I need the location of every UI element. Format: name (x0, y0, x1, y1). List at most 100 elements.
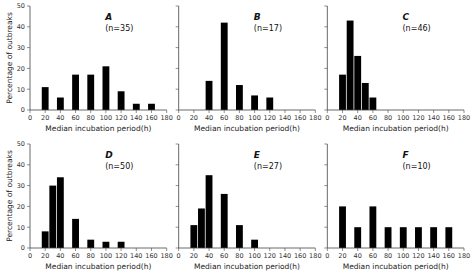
x-tick-label: 160 (294, 252, 306, 260)
x-tick-label: 80 (235, 252, 243, 260)
x-tick-label: 80 (87, 114, 95, 122)
y-tick-label: 50 (17, 2, 25, 10)
y-tick (176, 68, 179, 69)
x-tick-label: 20 (338, 114, 346, 122)
x-tick (75, 110, 76, 113)
bar (103, 66, 110, 110)
y-tick (27, 248, 30, 249)
x-tick-label: 60 (369, 252, 377, 260)
x-tick-label: 180 (160, 114, 172, 122)
bar (42, 231, 49, 248)
x-tick (136, 248, 137, 251)
bar (354, 227, 361, 248)
x-tick (239, 110, 240, 113)
y-tick (27, 185, 30, 186)
x-axis-line (327, 248, 464, 249)
x-tick (269, 248, 270, 251)
x-axis-label: Median incubation period(h) (343, 262, 449, 271)
x-tick-label: 0 (325, 114, 329, 122)
x-tick-label: 160 (294, 114, 306, 122)
x-tick (178, 248, 179, 251)
y-tick-label: 50 (17, 140, 25, 148)
bar (339, 206, 346, 248)
x-tick-label: 140 (279, 252, 291, 260)
x-tick (315, 248, 316, 251)
y-tick (324, 89, 327, 90)
x-tick-label: 120 (412, 252, 424, 260)
x-tick (60, 110, 61, 113)
bars (339, 21, 376, 110)
bar (87, 240, 94, 248)
x-tick-label: 40 (56, 114, 64, 122)
x-tick (166, 110, 167, 113)
x-axis-label: Median incubation period(h) (45, 124, 151, 133)
bar (221, 23, 228, 110)
x-tick (300, 110, 301, 113)
y-axis-line (30, 144, 31, 248)
x-tick (254, 110, 255, 113)
x-tick-label: 140 (427, 114, 439, 122)
x-tick-label: 160 (145, 252, 157, 260)
panel-label: C (403, 12, 410, 22)
y-axis-line (327, 144, 328, 248)
x-tick-label: 40 (56, 252, 64, 260)
y-tick (176, 110, 179, 111)
panel-count: (n=50) (105, 162, 133, 171)
x-tick (403, 248, 404, 251)
y-tick (324, 206, 327, 207)
x-tick (315, 110, 316, 113)
panel-label: F (403, 150, 410, 160)
x-axis-label: Median incubation period(h) (194, 262, 300, 271)
bars (42, 177, 125, 248)
x-tick (269, 110, 270, 113)
bar (385, 227, 392, 248)
x-tick (30, 248, 31, 251)
bar (236, 225, 243, 248)
x-tick-label: 180 (458, 252, 470, 260)
bar (266, 98, 273, 110)
bar (87, 75, 94, 110)
bars (42, 66, 155, 110)
x-tick (105, 248, 106, 251)
bar (72, 219, 79, 248)
x-tick (448, 110, 449, 113)
bar (57, 98, 64, 110)
x-tick (342, 248, 343, 251)
bar (400, 227, 407, 248)
x-tick-label: 100 (248, 114, 260, 122)
x-tick-label: 140 (130, 114, 142, 122)
y-tick (324, 144, 327, 145)
x-tick-label: 140 (130, 252, 142, 260)
bar (198, 208, 205, 248)
panel-count: (n=17) (254, 24, 282, 33)
x-tick-label: 20 (338, 252, 346, 260)
x-tick (464, 110, 465, 113)
panel-label: E (254, 150, 261, 160)
y-tick (27, 227, 30, 228)
bars (206, 23, 274, 110)
x-tick-label: 100 (100, 114, 112, 122)
x-tick (464, 248, 465, 251)
x-axis-label: Median incubation period(h) (194, 124, 300, 133)
x-tick (327, 110, 328, 113)
y-tick (27, 206, 30, 207)
figure: 02040608010012014016018001020304050Media… (0, 0, 474, 277)
x-tick-label: 60 (369, 114, 377, 122)
x-tick-label: 100 (248, 252, 260, 260)
x-axis-line (30, 248, 167, 249)
y-tick (176, 206, 179, 207)
panel-count: (n=46) (403, 24, 431, 33)
y-tick (324, 164, 327, 165)
y-tick (27, 164, 30, 165)
x-tick-label: 140 (427, 252, 439, 260)
y-tick-label: 30 (17, 44, 25, 52)
bars (190, 175, 258, 248)
x-tick-label: 180 (458, 114, 470, 122)
x-tick-label: 0 (325, 252, 329, 260)
x-tick (342, 110, 343, 113)
x-axis-line (179, 110, 316, 111)
x-tick (178, 110, 179, 113)
bar (42, 87, 49, 110)
y-tick (324, 6, 327, 7)
bar (445, 227, 452, 248)
